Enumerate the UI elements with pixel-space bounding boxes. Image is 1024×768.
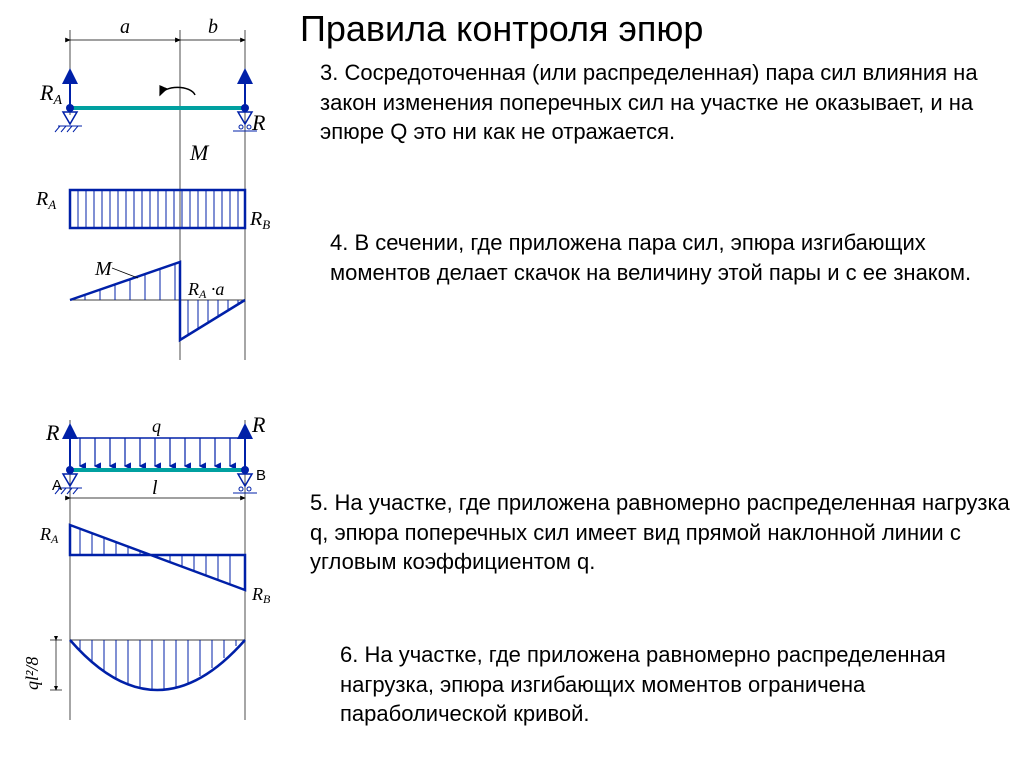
label-ra2: RA: [39, 524, 59, 546]
rule-6: 6. На участке, где приложена равномерно …: [340, 640, 1000, 729]
label-ql28: ql²/8: [22, 657, 42, 690]
dim-l: l: [152, 477, 158, 499]
label-ra-epure: RA: [35, 188, 56, 212]
label-m: M: [189, 140, 210, 165]
rule-4: 4. В сечении, где приложена пара сил, эп…: [330, 228, 1000, 287]
label-ra-a: RA ·a: [187, 279, 224, 301]
label-ra-top: RA: [39, 80, 62, 108]
label-r-right2: R: [251, 412, 266, 437]
diagram-2: R R q A B l RA RB: [0, 390, 300, 760]
page-title: Правила контроля эпюр: [300, 8, 703, 50]
label-m2: M: [94, 258, 113, 280]
label-rb2: RB: [251, 584, 271, 606]
rule-3: 3. Сосредоточенная (или распределенная) …: [320, 58, 1000, 147]
label-a2: A: [52, 477, 62, 494]
rule-5: 5. На участке, где приложена равномерно …: [310, 488, 1010, 577]
label-b2: B: [256, 467, 266, 484]
diagram-1: a b RA R M RA RB: [0, 0, 300, 370]
dim-a: a: [120, 16, 130, 38]
label-rb-epure: RB: [249, 208, 270, 232]
label-q: q: [152, 416, 161, 436]
label-r-left2: R: [45, 420, 60, 445]
dim-b: b: [208, 16, 218, 38]
